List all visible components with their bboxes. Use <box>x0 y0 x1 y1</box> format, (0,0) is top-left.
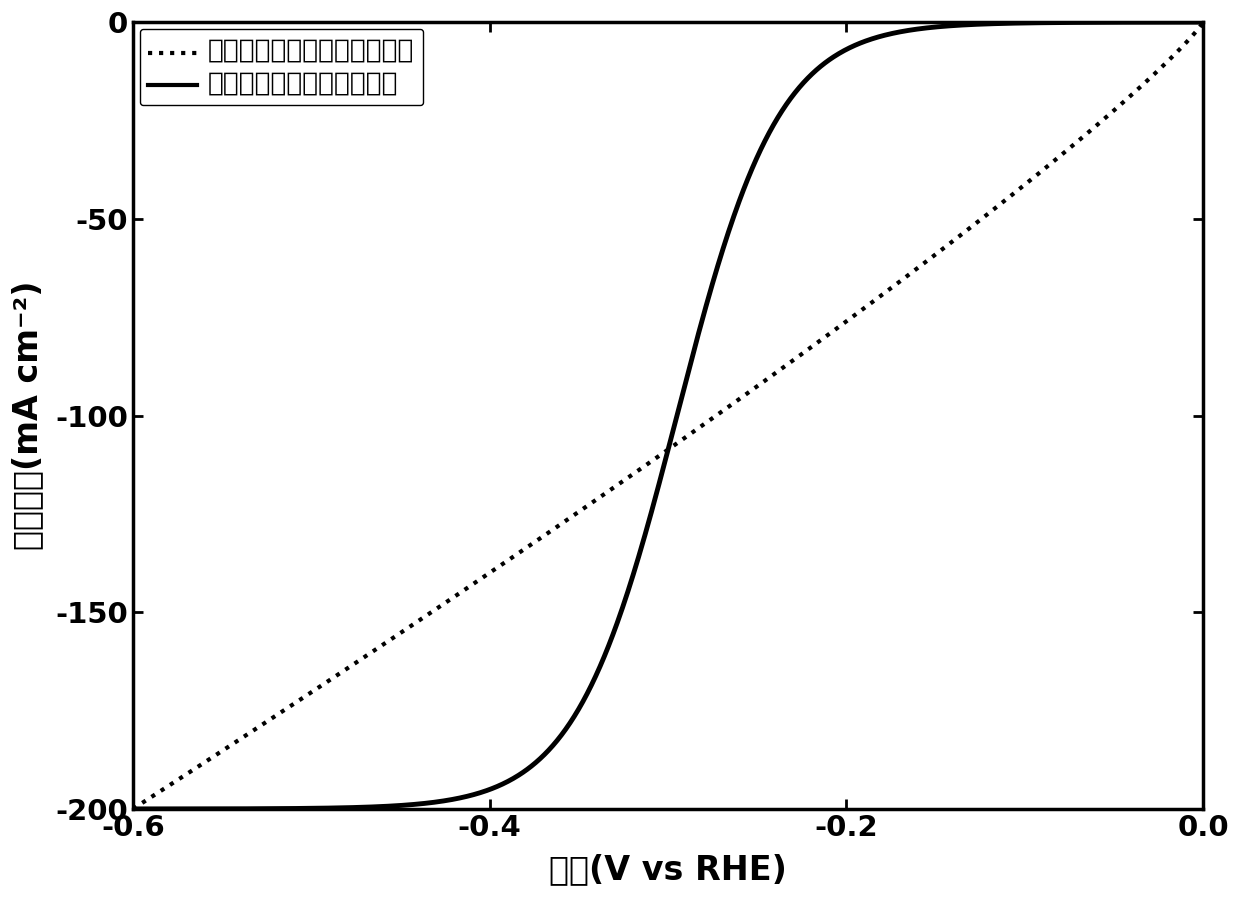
小分子调控制备的复合材料 <box>861 35 875 46</box>
无小分子调控制备的复合材料 <box>756 376 771 387</box>
小分子调控制备的复合材料 <box>125 804 140 814</box>
无小分子调控制备的复合材料 <box>841 315 856 326</box>
Legend: 无小分子调控制备的复合材料, 小分子调控制备的复合材料: 无小分子调控制备的复合材料, 小分子调控制备的复合材料 <box>140 29 423 105</box>
小分子调控制备的复合材料 <box>558 724 573 735</box>
小分子调控制备的复合材料 <box>960 20 975 30</box>
无小分子调控制备的复合材料 <box>125 804 140 814</box>
Line: 无小分子调控制备的复合材料: 无小分子调控制备的复合材料 <box>133 22 1203 809</box>
小分子调控制备的复合材料 <box>234 804 249 814</box>
小分子调控制备的复合材料 <box>1195 17 1210 28</box>
无小分子调控制备的复合材料 <box>401 623 415 633</box>
无小分子调控制备的复合材料 <box>931 247 946 257</box>
Line: 小分子调控制备的复合材料: 小分子调控制备的复合材料 <box>133 22 1203 809</box>
小分子调控制备的复合材料 <box>980 19 994 30</box>
无小分子调控制备的复合材料 <box>610 480 625 491</box>
Y-axis label: 电流密度(mA cm⁻²): 电流密度(mA cm⁻²) <box>11 281 45 550</box>
小分子调控制备的复合材料 <box>596 651 611 662</box>
无小分子调控制备的复合材料 <box>315 680 330 691</box>
X-axis label: 电势(V vs RHE): 电势(V vs RHE) <box>549 853 787 886</box>
无小分子调控制备的复合材料 <box>1195 17 1210 28</box>
